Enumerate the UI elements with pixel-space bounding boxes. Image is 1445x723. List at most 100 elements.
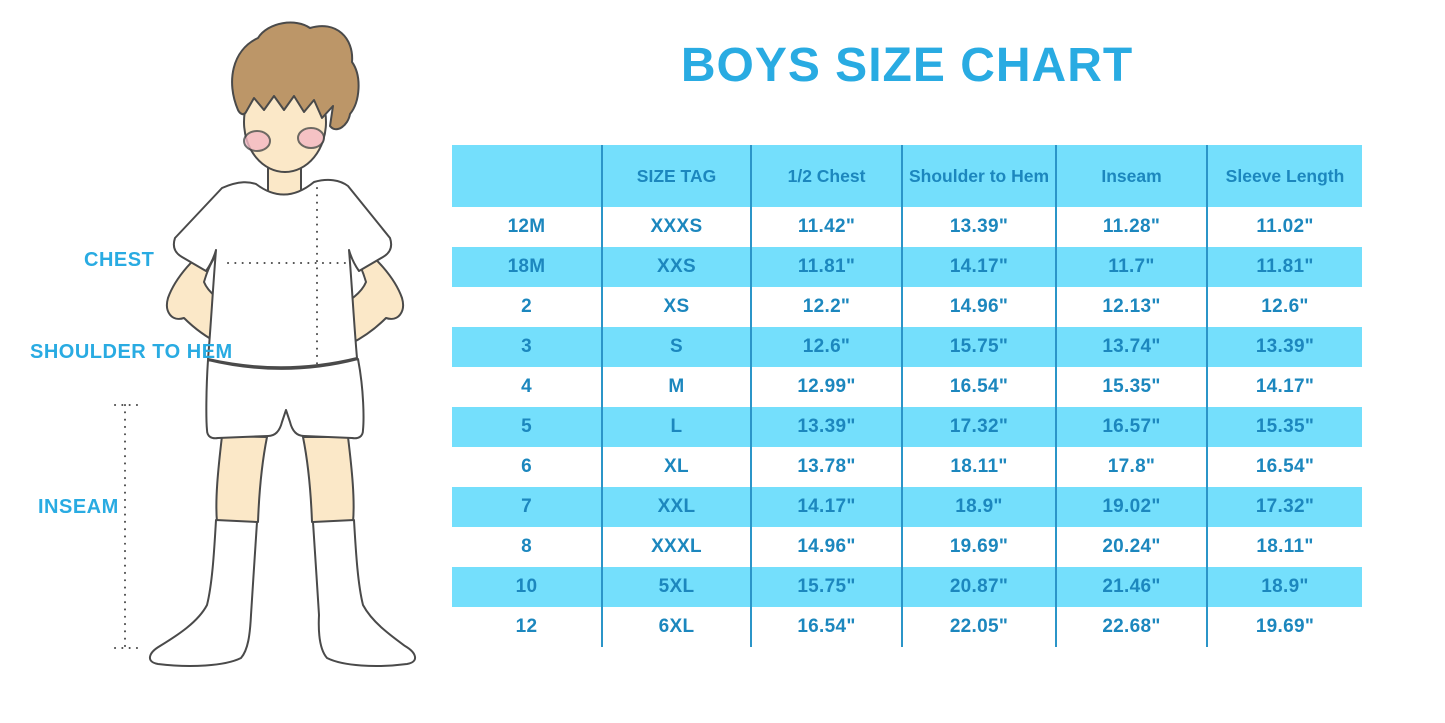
table-row: 18M XXS 11.81" 14.17" 11.7" 11.81" — [452, 247, 1362, 287]
cell-shoulder-to-hem: 18.9" — [903, 487, 1057, 527]
cell-shoulder-to-hem: 18.11" — [903, 447, 1057, 487]
table-row: 6 XL 13.78" 18.11" 17.8" 16.54" — [452, 447, 1362, 487]
header-cell-blank — [452, 145, 603, 207]
cell-size-tag: L — [603, 407, 752, 447]
inseam-label: INSEAM — [38, 496, 119, 518]
cell-inseam: 11.28" — [1057, 207, 1208, 247]
header-cell-sleeve-length: Sleeve Length — [1225, 165, 1345, 186]
cell-inseam: 16.57" — [1057, 407, 1208, 447]
table-header-row: SIZE TAG 1/2 Chest Shoulder to Hem Insea… — [452, 145, 1362, 207]
cell-shoulder-to-hem: 17.32" — [903, 407, 1057, 447]
cell-sleeve-length: 13.39" — [1255, 336, 1315, 357]
cell-age-size: 2 — [452, 287, 603, 327]
boy-illustration — [114, 21, 416, 667]
size-table-rows: 12M XXXS 11.42" 13.39" 11.28" 11.02" 18M… — [452, 207, 1362, 647]
cell-age-size: 6 — [452, 447, 603, 487]
cell-inseam: 12.13" — [1057, 287, 1208, 327]
cell-half-chest: 11.81" — [752, 247, 903, 287]
cell-half-chest: 12.2" — [752, 287, 903, 327]
cell-inseam: 11.7" — [1057, 247, 1208, 287]
cell-size-tag: 5XL — [603, 567, 752, 607]
cell-shoulder-to-hem: 13.39" — [903, 207, 1057, 247]
chest-label: CHEST — [84, 249, 155, 271]
cell-sleeve-length: 11.02" — [1256, 216, 1314, 237]
cell-sleeve-length: 19.69" — [1255, 616, 1315, 637]
cell-half-chest: 13.78" — [752, 447, 903, 487]
table-row: 8 XXXL 14.96" 19.69" 20.24" 18.11" — [452, 527, 1362, 567]
cell-inseam: 15.35" — [1057, 367, 1208, 407]
boy-sock-right — [312, 519, 416, 667]
table-row: 2 XS 12.2" 14.96" 12.13" 12.6" — [452, 287, 1362, 327]
cell-inseam: 13.74" — [1057, 327, 1208, 367]
cell-sleeve-length: 12.6" — [1261, 296, 1309, 317]
cell-size-tag: XXL — [603, 487, 752, 527]
header-cell-inseam: Inseam — [1057, 145, 1208, 207]
cell-age-size: 5 — [452, 407, 603, 447]
cell-age-size: 3 — [452, 327, 603, 367]
cell-shoulder-to-hem: 19.69" — [903, 527, 1057, 567]
boy-sock-left — [149, 519, 258, 667]
cell-sleeve-length: 15.35" — [1255, 416, 1315, 437]
cell-sleeve-length: 14.17" — [1255, 376, 1315, 397]
cell-size-tag: XL — [603, 447, 752, 487]
cell-half-chest: 13.39" — [752, 407, 903, 447]
cell-sleeve-length: 18.11" — [1256, 536, 1314, 557]
table-row: 12M XXXS 11.42" 13.39" 11.28" 11.02" — [452, 207, 1362, 247]
cell-inseam: 19.02" — [1057, 487, 1208, 527]
cell-half-chest: 12.99" — [752, 367, 903, 407]
cell-inseam: 22.68" — [1057, 607, 1208, 647]
cell-shoulder-to-hem: 20.87" — [903, 567, 1057, 607]
table-row: 10 5XL 15.75" 20.87" 21.46" 18.9" — [452, 567, 1362, 607]
cell-half-chest: 14.96" — [752, 527, 903, 567]
cell-sleeve-length: 17.32" — [1255, 496, 1315, 517]
cell-sleeve-length: 11.81" — [1256, 256, 1314, 277]
boy-hair — [231, 21, 360, 131]
cell-sleeve-length: 18.9" — [1261, 576, 1309, 597]
cell-age-size: 7 — [452, 487, 603, 527]
boy-shirt — [172, 178, 393, 369]
boy-leg-left — [215, 435, 268, 523]
shoulder-to-hem-label: SHOULDER TO HEM — [30, 341, 233, 363]
boy-leg-right — [302, 436, 355, 523]
cell-age-size: 12 — [452, 607, 603, 647]
cell-half-chest: 12.6" — [752, 327, 903, 367]
cell-size-tag: XS — [603, 287, 752, 327]
cell-shoulder-to-hem: 14.17" — [903, 247, 1057, 287]
boy-blush-right — [297, 127, 325, 149]
table-row: 12 6XL 16.54" 22.05" 22.68" 19.69" — [452, 607, 1362, 647]
cell-half-chest: 16.54" — [752, 607, 903, 647]
cell-age-size: 12M — [452, 207, 603, 247]
cell-age-size: 18M — [452, 247, 603, 287]
cell-half-chest: 15.75" — [752, 567, 903, 607]
cell-size-tag: XXXL — [603, 527, 752, 567]
cell-size-tag: M — [603, 367, 752, 407]
cell-inseam: 17.8" — [1057, 447, 1208, 487]
cell-size-tag: XXXS — [603, 207, 752, 247]
cell-age-size: 4 — [452, 367, 603, 407]
table-row: 7 XXL 14.17" 18.9" 19.02" 17.32" — [452, 487, 1362, 527]
table-row: 4 M 12.99" 16.54" 15.35" 14.17" — [452, 367, 1362, 407]
boy-blush-left — [243, 130, 271, 152]
cell-half-chest: 11.42" — [752, 207, 903, 247]
table-row: 5 L 13.39" 17.32" 16.57" 15.35" — [452, 407, 1362, 447]
cell-size-tag: S — [603, 327, 752, 367]
cell-sleeve-length: 16.54" — [1255, 456, 1315, 477]
cell-half-chest: 14.17" — [752, 487, 903, 527]
table-row: 3 S 12.6" 15.75" 13.74" 13.39" — [452, 327, 1362, 367]
cell-size-tag: XXS — [603, 247, 752, 287]
cell-age-size: 10 — [452, 567, 603, 607]
cell-shoulder-to-hem: 22.05" — [903, 607, 1057, 647]
cell-shoulder-to-hem: 16.54" — [903, 367, 1057, 407]
header-cell-shoulder-to-hem: Shoulder to Hem — [903, 145, 1057, 207]
page-title: BOYS SIZE CHART — [680, 39, 1134, 92]
boy-shorts — [205, 358, 365, 440]
cell-inseam: 20.24" — [1057, 527, 1208, 567]
header-cell-size-tag: SIZE TAG — [603, 145, 752, 207]
header-cell-half-chest: 1/2 Chest — [752, 145, 903, 207]
cell-shoulder-to-hem: 15.75" — [903, 327, 1057, 367]
cell-age-size: 8 — [452, 527, 603, 567]
cell-inseam: 21.46" — [1057, 567, 1208, 607]
cell-size-tag: 6XL — [603, 607, 752, 647]
cell-shoulder-to-hem: 14.96" — [903, 287, 1057, 327]
